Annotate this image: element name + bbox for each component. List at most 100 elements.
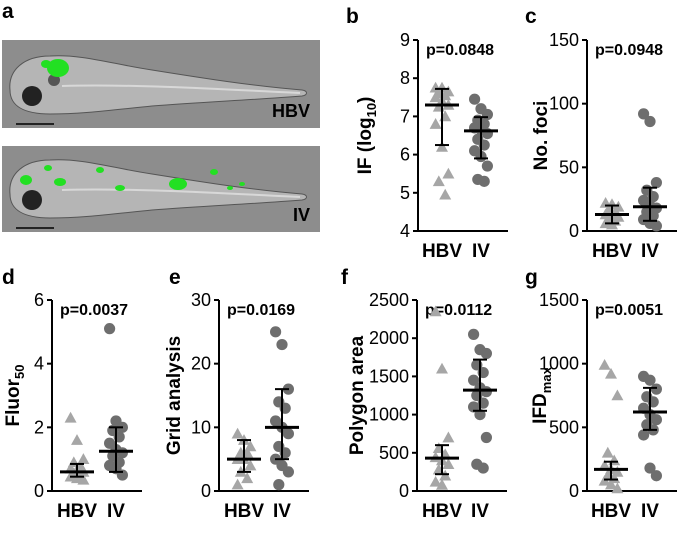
data-point-triangle <box>77 473 90 485</box>
chart-c: c 0 50 100 150 No. foci p=0.0948 HBV IV <box>525 5 677 262</box>
image-label-iv: IV <box>292 205 310 225</box>
data-point-circle <box>650 470 663 482</box>
y-axis-label: IF (log10) <box>355 97 379 175</box>
larva-hbv-illustration <box>9 55 307 125</box>
data-point-triangle <box>429 91 442 103</box>
data-point-circle <box>481 160 493 172</box>
x-category-label: HBV <box>57 501 97 522</box>
y-tick-label: 20 <box>191 354 211 374</box>
y-tick-label: 4 <box>400 221 410 241</box>
data-point-circle <box>270 326 282 338</box>
y-tick-label: 0 <box>34 481 44 501</box>
y-tick-label: 30 <box>191 290 211 310</box>
data-point-circle <box>638 108 650 120</box>
data-point-circle <box>480 431 492 444</box>
chart-g: g 0 500 1000 1500 IFDmax p=0.0051 HBV IV <box>525 266 677 522</box>
data-point-circle <box>468 401 480 413</box>
y-tick-label: 6 <box>400 145 410 165</box>
y-tick-label: 0 <box>201 481 211 501</box>
data-point-triangle <box>436 362 448 374</box>
data-point-circle <box>650 220 663 232</box>
y-tick-label: 150 <box>549 30 579 50</box>
y-tick-label: 500 <box>549 417 579 437</box>
data-point-circle <box>644 462 656 474</box>
y-tick-label: 2500 <box>369 290 409 310</box>
panel-letter-b: b <box>346 5 359 28</box>
data-point-triangle <box>429 118 442 129</box>
x-category-label: IV <box>273 501 291 522</box>
data-point-triangle <box>439 188 452 200</box>
y-tick-label: 1500 <box>369 366 409 386</box>
panel-letter-f: f <box>341 266 349 289</box>
y-tick-label: 1000 <box>369 405 409 425</box>
data-point-triangle <box>598 459 611 471</box>
data-point-triangle <box>241 472 254 484</box>
data-point-circle <box>276 338 288 351</box>
y-tick-label: 2 <box>34 417 44 437</box>
p-value: p=0.0169 <box>227 302 295 319</box>
data-point-circle <box>480 347 492 360</box>
x-category-label: HBV <box>224 501 264 522</box>
data-point-triangle <box>429 305 442 317</box>
p-value: p=0.0112 <box>425 302 492 319</box>
x-category-label: HBV <box>592 241 632 262</box>
y-tick-label: 500 <box>379 443 409 463</box>
data-point-circle <box>650 414 663 426</box>
y-tick-label: 4 <box>34 354 44 374</box>
y-tick-label: 6 <box>34 290 44 310</box>
data-point-triangle <box>611 482 624 494</box>
y-tick-label: 1000 <box>539 354 579 374</box>
data-point-circle <box>468 374 480 386</box>
data-point-circle <box>478 175 490 187</box>
chart-d: d 0 2 4 6 Fluor50 p=0.0037 HBV IV <box>2 266 142 522</box>
panel-letter-e: e <box>169 266 181 289</box>
data-point-triangle <box>64 411 77 423</box>
data-point-circle <box>468 328 480 340</box>
data-point-circle <box>116 447 128 459</box>
data-point-circle <box>474 409 486 421</box>
y-tick-label: 10 <box>191 417 211 437</box>
data-point-circle <box>650 177 663 189</box>
panel-letter-g: g <box>525 266 538 289</box>
p-value: p=0.0948 <box>595 42 663 59</box>
data-point-triangle <box>244 459 257 471</box>
data-point-circle <box>480 386 492 398</box>
data-point-triangle <box>231 478 244 490</box>
chart-f: f 0 500 1000 1500 2000 2500 Polygon area p=0.011… <box>341 266 507 522</box>
p-value: p=0.0848 <box>426 42 494 59</box>
data-point-circle <box>477 462 489 474</box>
data-point-circle <box>469 93 481 105</box>
x-category-label: IV <box>641 241 659 262</box>
data-point-circle <box>638 429 650 441</box>
x-category-label: IV <box>107 501 125 522</box>
y-axis-label: Polygon area <box>347 335 368 455</box>
data-point-circle <box>282 428 294 440</box>
y-axis-label: IFDmax <box>530 366 554 423</box>
y-tick-label: 0 <box>569 221 579 241</box>
data-point-circle <box>644 115 656 128</box>
panel-letter-a: a <box>2 0 14 23</box>
x-category-label: HBV <box>422 241 462 262</box>
data-point-triangle <box>605 367 617 379</box>
x-category-label: HBV <box>422 501 462 522</box>
data-point-triangle <box>601 446 614 458</box>
data-point-triangle <box>71 434 83 445</box>
data-point-triangle <box>436 478 448 490</box>
y-axis-label: Grid analysis <box>164 336 185 455</box>
y-tick-label: 7 <box>400 106 410 126</box>
y-axis-label: No. foci <box>531 101 552 171</box>
x-category-label: HBV <box>591 501 631 522</box>
p-value: p=0.0037 <box>60 302 128 319</box>
y-axis-label: Fluor50 <box>3 365 27 427</box>
panel-letter-d: d <box>2 266 15 289</box>
data-point-circle <box>282 466 294 478</box>
image-label-hbv: HBV <box>271 101 310 121</box>
fish-image-iv: IV <box>2 146 320 232</box>
fish-image-hbv: HBV <box>2 40 320 128</box>
y-tick-label: 0 <box>399 481 409 501</box>
y-tick-label: 2000 <box>369 328 409 348</box>
y-tick-label: 1500 <box>539 290 579 310</box>
data-point-triangle <box>436 140 448 152</box>
y-tick-label: 8 <box>400 68 410 88</box>
